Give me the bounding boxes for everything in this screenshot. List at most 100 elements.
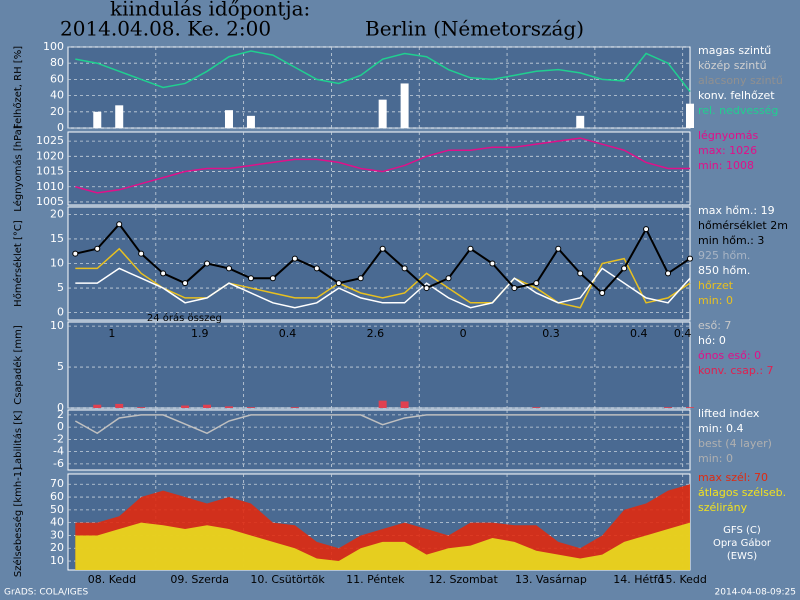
footer-right: 2014-04-08-09:25 bbox=[715, 588, 797, 598]
line bbox=[75, 50, 691, 93]
point bbox=[204, 260, 211, 267]
bar bbox=[532, 407, 541, 408]
legend-entry: hőmérséklet 2m bbox=[698, 219, 788, 232]
bar bbox=[224, 110, 233, 128]
legend-entry: hőrzet bbox=[698, 279, 734, 292]
legend-entry: szélirány bbox=[698, 501, 748, 514]
y-tick-label: 20 bbox=[50, 105, 64, 118]
legend-entry: hó: 0 bbox=[698, 334, 726, 347]
legend-entry: 925 hőm. bbox=[698, 249, 750, 262]
legend-entry: max: 1026 bbox=[698, 144, 757, 157]
y-tick-label: 1020 bbox=[36, 149, 64, 162]
panel bbox=[67, 131, 691, 206]
x-tick-label: 15. Kedd bbox=[658, 573, 706, 586]
y-axis-label: Légnyomás [hPa] bbox=[12, 125, 24, 211]
x-tick-label: 10. Csütörtök bbox=[250, 573, 325, 586]
point bbox=[379, 245, 386, 252]
point bbox=[72, 250, 79, 257]
line bbox=[75, 247, 691, 309]
bar bbox=[400, 401, 409, 408]
daily-total: 0.4 bbox=[279, 327, 297, 340]
daily-total: 0.3 bbox=[542, 327, 560, 340]
y-axis-label: Felhőzet, RH [%] bbox=[12, 46, 24, 129]
point bbox=[643, 226, 650, 233]
bar bbox=[686, 407, 694, 408]
area bbox=[75, 522, 691, 570]
bar bbox=[181, 405, 190, 408]
y-tick-label: 1010 bbox=[36, 180, 64, 193]
daily-total: 0 bbox=[460, 327, 467, 340]
run-time: 2014.04.08. Ke. 2:00 bbox=[60, 17, 271, 41]
bar bbox=[664, 407, 673, 408]
y-tick-label: 60 bbox=[50, 72, 64, 85]
bar bbox=[93, 404, 102, 408]
y-tick-label: 30 bbox=[50, 528, 64, 541]
bar bbox=[378, 400, 387, 408]
point bbox=[225, 265, 232, 272]
x-tick-label: 13. Vasárnap bbox=[515, 573, 587, 586]
point bbox=[423, 285, 430, 292]
legend-entry: max hőm.: 19 bbox=[698, 204, 775, 217]
point bbox=[94, 245, 101, 252]
y-tick-label: -2 bbox=[53, 432, 64, 445]
footer-left: GrADS: COLA/IGES bbox=[4, 588, 88, 598]
line bbox=[75, 267, 691, 309]
totals-label: 24 órás összeg bbox=[147, 312, 222, 324]
point bbox=[489, 260, 496, 267]
y-tick-label: 10 bbox=[50, 554, 64, 567]
point bbox=[511, 285, 518, 292]
legend-entry: lifted index bbox=[698, 407, 760, 420]
y-tick-label: 60 bbox=[50, 490, 64, 503]
legend-entry: légnyomás bbox=[698, 129, 758, 142]
legend-entry: ónos eső: 0 bbox=[698, 349, 761, 362]
y-tick-label: -6 bbox=[53, 457, 64, 470]
point bbox=[357, 275, 364, 282]
point bbox=[160, 270, 167, 277]
point bbox=[599, 289, 606, 296]
y-tick-label: 80 bbox=[50, 56, 64, 69]
legend-entry: konv. csap.: 7 bbox=[698, 364, 774, 377]
run-title: kiindulás időpontja: bbox=[110, 0, 310, 21]
y-tick-label: 70 bbox=[50, 477, 64, 490]
location: Berlin (Németország) bbox=[365, 17, 584, 41]
point bbox=[665, 270, 672, 277]
bar bbox=[378, 99, 387, 128]
point bbox=[182, 280, 189, 287]
legend-entry: átlagos szélseb. bbox=[698, 486, 786, 499]
y-tick-label: 5 bbox=[57, 360, 64, 373]
bar bbox=[115, 403, 124, 408]
bar bbox=[576, 115, 585, 128]
credit: GFS (C) bbox=[723, 525, 761, 536]
y-tick-label: 40 bbox=[50, 89, 64, 102]
point bbox=[335, 280, 342, 287]
legend-entry: max szél: 70 bbox=[698, 471, 768, 484]
bar bbox=[686, 103, 694, 128]
point bbox=[577, 270, 584, 277]
y-tick-label: 0 bbox=[57, 306, 64, 319]
bar bbox=[246, 115, 255, 128]
panel bbox=[67, 409, 691, 471]
y-tick-label: 2 bbox=[57, 408, 64, 421]
point bbox=[401, 265, 408, 272]
legend-entry: eső: 7 bbox=[698, 319, 731, 332]
y-tick-label: 1025 bbox=[36, 134, 64, 147]
point bbox=[291, 255, 298, 262]
point bbox=[247, 275, 254, 282]
y-axis-label: Csapadék [mm] bbox=[12, 325, 24, 405]
y-tick-label: 15 bbox=[50, 232, 64, 245]
point bbox=[269, 275, 276, 282]
legend-entry: min: 1008 bbox=[698, 159, 754, 172]
legend-entry: min hőm.: 3 bbox=[698, 234, 764, 247]
y-tick-label: -4 bbox=[53, 445, 64, 458]
legend-entry: min: 0 bbox=[698, 294, 733, 307]
legend-entry: konv. felhőzet bbox=[698, 89, 775, 102]
bar bbox=[137, 407, 146, 408]
daily-total: 2.6 bbox=[367, 327, 385, 340]
credit: (EWS) bbox=[727, 551, 757, 562]
legend-entry: 850 hőm. bbox=[698, 264, 750, 277]
y-tick-label: 10 bbox=[50, 257, 64, 270]
line bbox=[75, 137, 690, 194]
y-axis-label: Labilitás [K] bbox=[12, 410, 24, 469]
legend-entry: alacsony szintű bbox=[698, 74, 783, 87]
